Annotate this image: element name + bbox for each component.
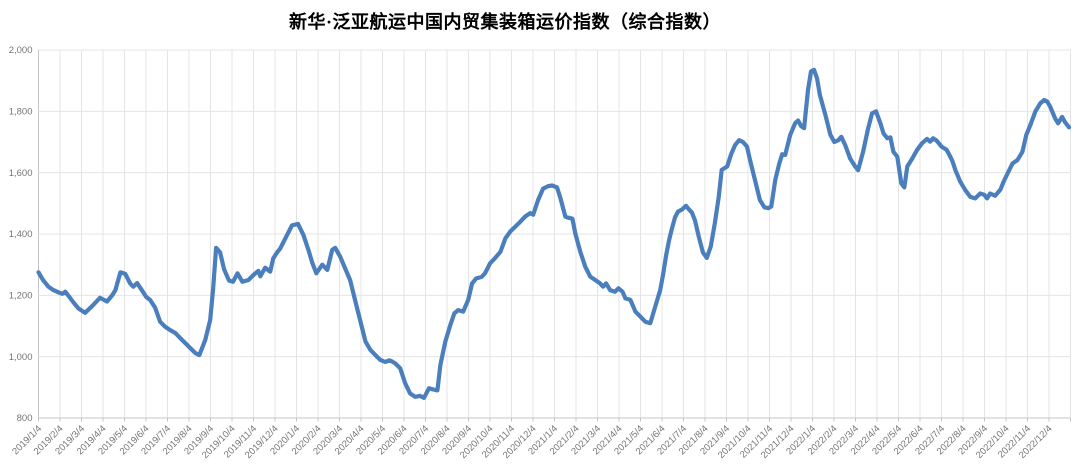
y-tick-label: 1,400 bbox=[9, 229, 33, 240]
y-tick-label: 800 bbox=[17, 413, 33, 424]
y-tick-label: 1,000 bbox=[9, 352, 33, 363]
y-tick-label: 1,800 bbox=[9, 107, 33, 118]
y-tick-label: 2,000 bbox=[9, 45, 33, 56]
y-tick-label: 1,600 bbox=[9, 168, 33, 179]
chart-title: 新华·泛亚航运中国内贸集装箱运价指数（综合指数） bbox=[288, 12, 721, 32]
series-line-composite-index bbox=[36, 67, 1072, 400]
y-tick-label: 1,200 bbox=[9, 291, 33, 302]
